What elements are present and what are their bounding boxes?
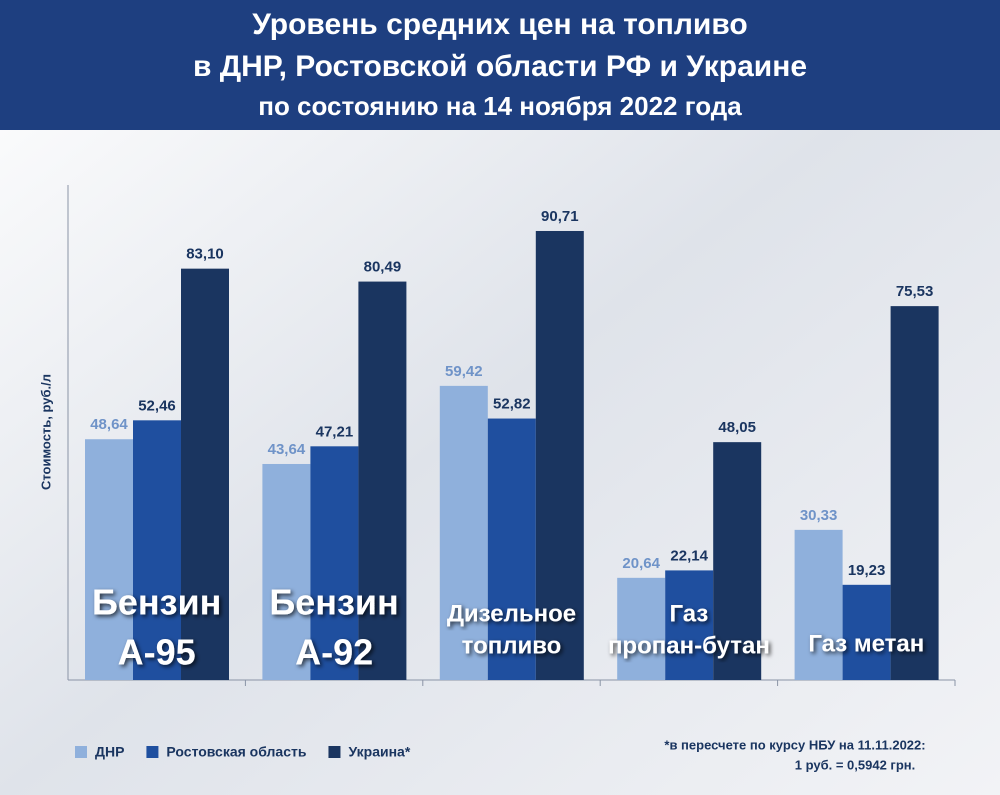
bar [794, 529, 843, 680]
note: 1 руб. = 0,5942 грн. [795, 757, 916, 772]
category-label: топливо [462, 632, 562, 659]
category-label: пропан-бутан [608, 632, 770, 659]
y-axis-label: Стоимость, руб./л [38, 374, 53, 490]
category-label: Газ метан [808, 630, 924, 657]
bar [842, 584, 891, 680]
value-label: 19,23 [848, 562, 886, 579]
bar [181, 268, 229, 680]
value-label: 80,49 [364, 259, 402, 276]
category-label: Дизельное [447, 600, 576, 627]
category-label: А-95 [118, 632, 196, 673]
bar [262, 463, 311, 680]
chart-title: в ДНР, Ростовской области РФ и Украине [193, 50, 807, 83]
bar [487, 418, 536, 680]
legend-swatch [146, 746, 159, 758]
chart-subtitle: по состоянию на 14 ноября 2022 года [258, 91, 742, 121]
value-label: 22,14 [670, 547, 708, 564]
bar [310, 446, 359, 680]
bar [713, 442, 762, 680]
value-label: 83,10 [186, 246, 224, 263]
legend-swatch [328, 746, 341, 758]
legend-label: Украина* [348, 744, 410, 760]
note: *в пересчете по курсу НБУ на 11.11.2022: [664, 737, 925, 752]
legend-swatch [75, 746, 87, 758]
chart-title: Уровень средних цен на топливо [252, 8, 747, 41]
value-label: 48,64 [90, 416, 128, 433]
value-label: 52,82 [493, 396, 531, 413]
bar [617, 577, 666, 680]
value-label: 48,05 [718, 419, 756, 436]
bar [890, 306, 939, 680]
category-label: А-92 [295, 632, 373, 673]
legend-label: Ростовская область [166, 744, 306, 760]
bar [133, 420, 181, 680]
value-label: 52,46 [138, 397, 176, 414]
category-label: Бензин [92, 582, 221, 623]
value-label: 47,21 [316, 423, 354, 440]
header [0, 0, 1000, 130]
bar [439, 385, 488, 680]
value-label: 90,71 [541, 208, 579, 225]
value-label: 43,64 [268, 441, 306, 458]
legend-label: ДНР [95, 744, 124, 760]
value-label: 59,42 [445, 363, 483, 380]
bar [358, 281, 407, 680]
bar [85, 439, 133, 680]
bar [665, 570, 714, 680]
category-label: Бензин [269, 582, 398, 623]
category-label: Газ [669, 600, 708, 627]
value-label: 75,53 [896, 283, 934, 300]
value-label: 20,64 [622, 555, 660, 572]
value-label: 30,33 [800, 507, 838, 524]
bar [535, 230, 584, 680]
